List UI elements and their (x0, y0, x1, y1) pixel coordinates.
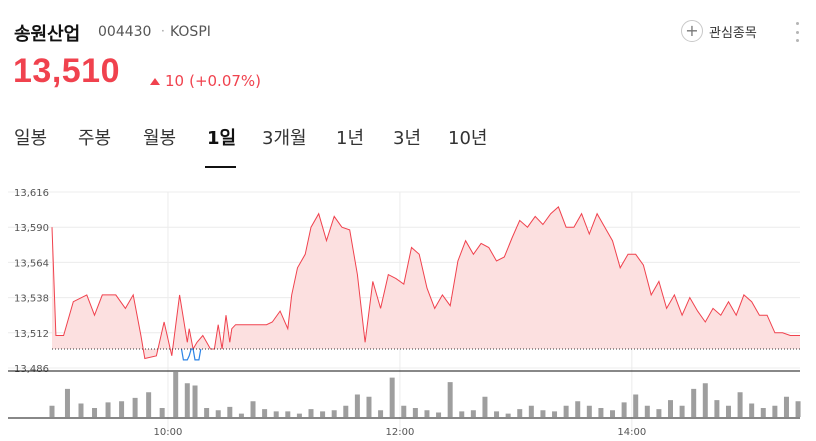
volume-bar (482, 396, 488, 417)
volume-bar (714, 400, 720, 417)
volume-bar (320, 411, 326, 417)
volume-bar (250, 401, 256, 417)
stock-name: 송원산업 (14, 24, 81, 45)
volume-bar (644, 405, 650, 417)
price-tick-label: 13,616 (14, 188, 49, 199)
volume-bar (552, 411, 558, 417)
volume-bar (621, 402, 627, 417)
volume-bar (119, 401, 125, 417)
volume-bar (64, 388, 70, 417)
price-tick-label: 13,512 (14, 329, 49, 340)
volume-bar (749, 403, 755, 417)
volume-bar (49, 405, 55, 417)
price-line (51, 206, 800, 360)
volume-bar (146, 392, 152, 417)
tab-3year[interactable]: 3년 (393, 128, 422, 149)
volume-bar (132, 397, 138, 417)
volume-bar (702, 383, 708, 417)
volume-bar (447, 382, 453, 417)
tab-1day[interactable]: 1일 (207, 128, 237, 149)
volume-bar (204, 408, 210, 417)
volume-bar (92, 408, 98, 417)
volume-bar (436, 412, 442, 417)
tab-monthly[interactable]: 월봉 (143, 128, 177, 149)
volume-bar (401, 405, 407, 417)
time-tick-label: 10:00 (154, 427, 183, 438)
time-tick-label: 14:00 (617, 427, 646, 438)
volume-bar (760, 408, 766, 417)
change-percent: (+0.07%) (189, 72, 262, 90)
add-favorite-button[interactable]: + 관심종목 (681, 20, 757, 42)
volume-bar (598, 408, 604, 417)
volume-bar (389, 377, 395, 417)
volume-bar (192, 385, 198, 417)
volume-bar (575, 401, 581, 417)
volume-bar (528, 405, 534, 417)
tab-3month[interactable]: 3개월 (262, 128, 307, 149)
up-triangle-icon (150, 77, 160, 85)
volume-bar (679, 405, 685, 417)
volume-bar (424, 410, 430, 417)
volume-bar (586, 405, 592, 417)
price-tick-label: 13,486 (14, 364, 49, 375)
favorite-label: 관심종목 (709, 25, 757, 41)
volume-bar (412, 408, 418, 417)
volume-bar (308, 409, 314, 417)
volume-bar (656, 409, 662, 417)
time-tick-label: 12:00 (385, 427, 414, 438)
volume-bar (563, 405, 569, 417)
volume-bar (540, 410, 546, 417)
volume-bar (691, 388, 697, 417)
price-change: 10 (+0.07%) (150, 72, 261, 90)
price-tick-label: 13,564 (14, 258, 49, 269)
volume-bar (285, 411, 291, 417)
volume-bar (378, 410, 384, 417)
volume-bar (331, 410, 337, 417)
volume-bar (494, 411, 500, 417)
stock-code: 004430 (98, 24, 152, 40)
tab-10year[interactable]: 10년 (448, 128, 488, 149)
market-name: KOSPI (170, 24, 211, 40)
volume-bar (610, 410, 616, 417)
volume-bar (354, 394, 360, 417)
change-amount: 10 (165, 72, 185, 90)
volume-bar (470, 410, 476, 417)
volume-bar (343, 405, 349, 417)
volume-bar (227, 406, 233, 417)
volume-bar (215, 410, 221, 417)
volume-bar (668, 400, 674, 417)
volume-bar (159, 408, 165, 417)
volume-bar (366, 396, 372, 417)
separator-dot: · (161, 24, 165, 38)
volume-bar (105, 402, 111, 417)
volume-bar (795, 401, 801, 417)
volume-bar (783, 396, 789, 417)
tab-weekly[interactable]: 주봉 (78, 128, 112, 149)
price-line-down (180, 348, 202, 361)
volume-bar (505, 413, 511, 417)
current-price: 13,510 (13, 52, 120, 90)
volume-bar (78, 403, 84, 417)
volume-bar (459, 411, 465, 417)
volume-bar (725, 405, 731, 417)
price-tick-label: 13,590 (14, 223, 49, 234)
volume-bar (517, 409, 523, 417)
price-tick-label: 13,538 (14, 294, 49, 305)
plus-icon: + (681, 20, 703, 42)
price-area (52, 206, 800, 359)
volume-bar (184, 383, 190, 417)
volume-bar (737, 392, 743, 417)
volume-bar (173, 372, 179, 417)
active-tab-indicator (205, 166, 236, 168)
tab-1year[interactable]: 1년 (336, 128, 365, 149)
vertical-dots-icon[interactable] (794, 22, 800, 42)
volume-bar (296, 413, 302, 417)
volume-bar (273, 411, 279, 417)
tab-daily[interactable]: 일봉 (14, 128, 48, 149)
intraday-price-chart: 13,616 13,590 13,564 13,538 13,512 13,486 10:0… (8, 188, 801, 438)
volume-bar (262, 409, 268, 417)
volume-bar (238, 413, 244, 417)
volume-bar (772, 405, 778, 417)
volume-bar (633, 394, 639, 417)
